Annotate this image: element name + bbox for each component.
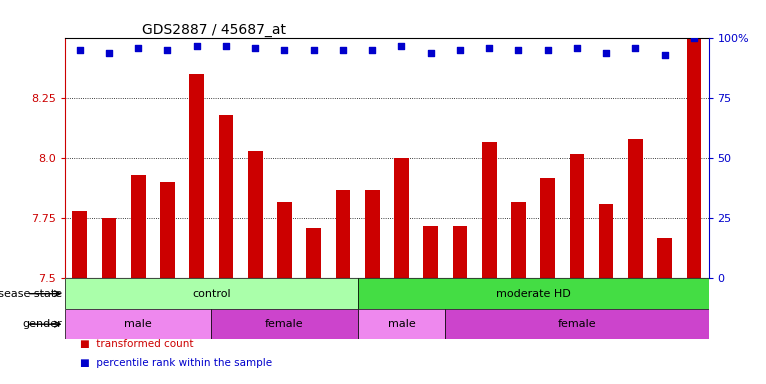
Bar bbox=[306, 228, 321, 278]
Point bbox=[659, 52, 671, 58]
Bar bbox=[511, 202, 525, 278]
Point bbox=[630, 45, 642, 51]
Text: control: control bbox=[192, 289, 231, 299]
Bar bbox=[628, 139, 643, 278]
Text: moderate HD: moderate HD bbox=[496, 289, 571, 299]
Bar bbox=[248, 151, 263, 278]
Point bbox=[278, 47, 290, 53]
Point bbox=[191, 43, 203, 49]
Text: GDS2887 / 45687_at: GDS2887 / 45687_at bbox=[142, 23, 286, 37]
Point bbox=[366, 47, 378, 53]
Point bbox=[512, 47, 525, 53]
Text: female: female bbox=[265, 319, 304, 329]
Bar bbox=[65, 278, 358, 309]
Bar bbox=[424, 226, 438, 278]
Point bbox=[453, 47, 466, 53]
Point bbox=[571, 45, 583, 51]
Bar bbox=[358, 278, 709, 309]
Point bbox=[337, 47, 349, 53]
Bar bbox=[453, 226, 467, 278]
Point bbox=[162, 47, 174, 53]
Bar bbox=[277, 202, 292, 278]
Text: male: male bbox=[388, 319, 415, 329]
Point bbox=[424, 50, 437, 56]
Bar bbox=[394, 159, 409, 278]
Point bbox=[249, 45, 261, 51]
Text: ■  percentile rank within the sample: ■ percentile rank within the sample bbox=[80, 358, 273, 368]
Bar bbox=[358, 309, 445, 339]
Bar bbox=[570, 154, 584, 278]
Point bbox=[74, 47, 86, 53]
Point bbox=[132, 45, 144, 51]
Bar bbox=[131, 175, 146, 278]
Text: female: female bbox=[558, 319, 596, 329]
Bar bbox=[482, 142, 496, 278]
Text: male: male bbox=[124, 319, 152, 329]
Bar bbox=[336, 190, 350, 278]
Bar bbox=[686, 38, 701, 278]
Point bbox=[308, 47, 320, 53]
Bar bbox=[599, 204, 614, 278]
Bar bbox=[160, 182, 175, 278]
Text: disease state: disease state bbox=[0, 289, 62, 299]
Bar bbox=[445, 309, 709, 339]
Text: ■  transformed count: ■ transformed count bbox=[80, 339, 194, 349]
Text: gender: gender bbox=[22, 319, 62, 329]
Point bbox=[688, 35, 700, 41]
Point bbox=[103, 50, 115, 56]
Bar bbox=[211, 309, 358, 339]
Bar bbox=[657, 238, 672, 278]
Bar bbox=[102, 218, 116, 278]
Point bbox=[395, 43, 408, 49]
Bar bbox=[73, 211, 87, 278]
Bar bbox=[365, 190, 379, 278]
Point bbox=[600, 50, 612, 56]
Bar bbox=[540, 178, 555, 278]
Bar bbox=[65, 309, 211, 339]
Point bbox=[483, 45, 496, 51]
Bar bbox=[189, 74, 204, 278]
Point bbox=[220, 43, 232, 49]
Point bbox=[542, 47, 554, 53]
Bar bbox=[218, 115, 234, 278]
